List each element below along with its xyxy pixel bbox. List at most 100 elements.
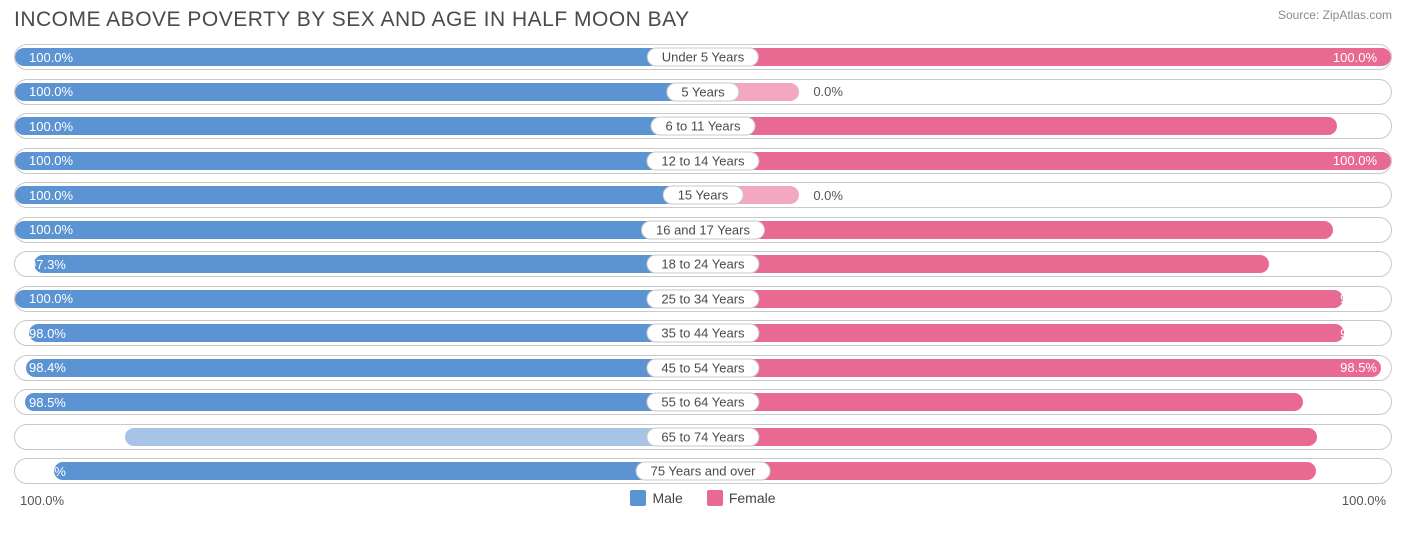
- male-bar: [26, 359, 703, 377]
- male-half: 100.0%: [15, 114, 703, 138]
- female-value: 0.0%: [803, 183, 853, 207]
- female-half: 100.0%: [703, 149, 1391, 173]
- category-label: 65 to 74 Years: [646, 427, 759, 446]
- chart-row: 100.0% 0.0% 15 Years: [14, 182, 1392, 208]
- male-half: 84.0%: [15, 425, 703, 449]
- chart-header: INCOME ABOVE POVERTY BY SEX AND AGE IN H…: [14, 8, 1392, 32]
- male-half: 100.0%: [15, 183, 703, 207]
- male-bar: [15, 186, 703, 204]
- chart-title: INCOME ABOVE POVERTY BY SEX AND AGE IN H…: [14, 8, 690, 32]
- male-bar: [15, 117, 703, 135]
- chart-source: Source: ZipAtlas.com: [1278, 8, 1392, 22]
- female-half: 89.1%: [703, 459, 1391, 483]
- male-half: 100.0%: [15, 80, 703, 104]
- female-value: 100.0%: [1323, 45, 1387, 69]
- female-bar: [703, 324, 1344, 342]
- male-bar: [15, 221, 703, 239]
- female-bar: [703, 48, 1391, 66]
- category-label: 35 to 44 Years: [646, 324, 759, 343]
- male-value: 97.3%: [19, 252, 76, 276]
- male-half: 100.0%: [15, 287, 703, 311]
- legend-female-label: Female: [729, 490, 776, 506]
- male-bar: [15, 290, 703, 308]
- category-label: 12 to 14 Years: [646, 151, 759, 170]
- female-half: 100.0%: [703, 45, 1391, 69]
- female-half: 89.2%: [703, 425, 1391, 449]
- female-bar: [703, 359, 1381, 377]
- female-half: 0.0%: [703, 80, 1391, 104]
- female-bar: [703, 393, 1303, 411]
- female-half: 93.1%: [703, 321, 1391, 345]
- male-value: 98.5%: [19, 390, 76, 414]
- female-value: 93.1%: [1330, 321, 1387, 345]
- chart-row: 100.0% 93.0%25 to 34 Years: [14, 286, 1392, 312]
- female-bar: [703, 255, 1269, 273]
- chart-row: 98.0% 93.1% 35 to 44 Years: [14, 320, 1392, 346]
- female-bar: [703, 428, 1317, 446]
- male-bar: [25, 393, 703, 411]
- chart-row: 97.3% 82.3% 18 to 24 Years: [14, 251, 1392, 277]
- female-half: 0.0%: [703, 183, 1391, 207]
- female-half: 93.0%: [703, 287, 1391, 311]
- female-value: 87.2%: [1330, 390, 1387, 414]
- male-value: 100.0%: [19, 183, 83, 207]
- legend-female: Female: [707, 490, 776, 506]
- category-label: 15 Years: [663, 186, 744, 205]
- category-label: Under 5 Years: [647, 48, 759, 67]
- chart-row: 100.0% 0.0% 5 Years: [14, 79, 1392, 105]
- legend-male: Male: [630, 490, 682, 506]
- male-value: 100.0%: [19, 287, 83, 311]
- category-label: 45 to 54 Years: [646, 358, 759, 377]
- male-half: 98.5%: [15, 390, 703, 414]
- male-bar: [15, 48, 703, 66]
- male-half: 94.4%: [15, 459, 703, 483]
- chart-row: 100.0% 91.6% 16 and 17 Years: [14, 217, 1392, 243]
- female-bar: [703, 221, 1333, 239]
- female-half: 82.3%: [703, 252, 1391, 276]
- chart-row: 98.5% 87.2% 55 to 64 Years: [14, 389, 1392, 415]
- female-bar: [703, 462, 1316, 480]
- female-half: 98.5%: [703, 356, 1391, 380]
- chart-row: 100.0%92.1%6 to 11 Years: [14, 113, 1392, 139]
- chart-row: 98.4%98.5%45 to 54 Years: [14, 355, 1392, 381]
- butterfly-chart: 100.0% 100.0% Under 5 Years 100.0% 0.0% 5 Yea…: [14, 44, 1392, 484]
- x-axis-left: 100.0%: [20, 493, 64, 508]
- male-bar: [54, 462, 703, 480]
- male-half: 98.0%: [15, 321, 703, 345]
- female-value: 0.0%: [803, 80, 853, 104]
- male-half: 100.0%: [15, 149, 703, 173]
- male-value: 100.0%: [19, 114, 83, 138]
- x-axis-right: 100.0%: [1342, 493, 1386, 508]
- female-value: 98.5%: [1330, 356, 1387, 380]
- legend-female-swatch: [707, 490, 723, 506]
- male-half: 100.0%: [15, 218, 703, 242]
- female-value: 82.3%: [1330, 252, 1387, 276]
- legend-male-label: Male: [652, 490, 682, 506]
- legend-male-swatch: [630, 490, 646, 506]
- chart-row: 100.0% 100.0% Under 5 Years: [14, 44, 1392, 70]
- legend: Male Female: [14, 490, 1392, 506]
- male-bar: [15, 152, 703, 170]
- chart-row: 100.0%100.0%12 to 14 Years: [14, 148, 1392, 174]
- chart-row: 94.4%89.1%75 Years and over: [14, 458, 1392, 484]
- male-half: 97.3%: [15, 252, 703, 276]
- female-value: 89.1%: [1330, 459, 1387, 483]
- female-half: 91.6%: [703, 218, 1391, 242]
- category-label: 25 to 34 Years: [646, 289, 759, 308]
- male-value: 98.0%: [19, 321, 76, 345]
- category-label: 18 to 24 Years: [646, 255, 759, 274]
- female-value: 100.0%: [1323, 149, 1387, 173]
- female-value: 89.2%: [1330, 425, 1387, 449]
- category-label: 5 Years: [666, 82, 739, 101]
- category-label: 16 and 17 Years: [641, 220, 765, 239]
- female-value: 92.1%: [1330, 114, 1387, 138]
- female-half: 92.1%: [703, 114, 1391, 138]
- male-value: 100.0%: [19, 45, 83, 69]
- category-label: 55 to 64 Years: [646, 393, 759, 412]
- female-value: 91.6%: [1330, 218, 1387, 242]
- male-value: 100.0%: [19, 218, 83, 242]
- female-bar: [703, 290, 1343, 308]
- female-bar: [703, 152, 1391, 170]
- male-value: 84.0%: [19, 425, 76, 449]
- male-value: 100.0%: [19, 80, 83, 104]
